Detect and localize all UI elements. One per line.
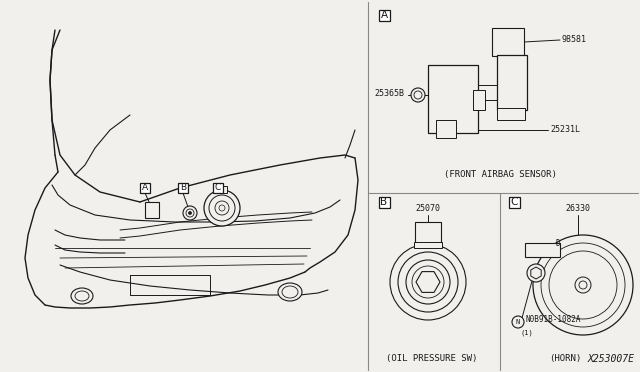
Text: (HORN): (HORN) — [549, 353, 581, 362]
Text: N: N — [516, 319, 520, 325]
Bar — [378, 10, 390, 20]
Polygon shape — [531, 267, 541, 279]
Circle shape — [204, 190, 240, 226]
Circle shape — [406, 260, 450, 304]
Circle shape — [186, 209, 194, 217]
Circle shape — [209, 195, 235, 221]
Text: B: B — [180, 183, 186, 192]
Bar — [378, 196, 390, 208]
Text: C: C — [215, 183, 221, 192]
Circle shape — [398, 252, 458, 312]
Bar — [473, 90, 485, 110]
Bar — [178, 183, 188, 193]
Circle shape — [541, 243, 625, 327]
Circle shape — [412, 266, 444, 298]
Circle shape — [549, 251, 617, 319]
Bar — [509, 196, 520, 208]
Text: B: B — [380, 197, 388, 207]
Circle shape — [512, 316, 524, 328]
Text: X253007E: X253007E — [588, 354, 635, 364]
Bar — [497, 108, 525, 120]
Bar — [213, 183, 223, 193]
Bar — [415, 222, 441, 244]
Bar — [219, 186, 227, 193]
Text: 25070: 25070 — [415, 204, 440, 213]
Text: 25365B: 25365B — [374, 89, 404, 97]
Circle shape — [575, 277, 591, 293]
Circle shape — [189, 212, 191, 215]
Text: (OIL PRESSURE SW): (OIL PRESSURE SW) — [387, 353, 477, 362]
Circle shape — [215, 201, 229, 215]
Circle shape — [579, 281, 587, 289]
Text: C: C — [510, 197, 518, 207]
Bar — [414, 242, 442, 248]
Circle shape — [533, 235, 633, 335]
Circle shape — [414, 91, 422, 99]
Text: A: A — [380, 10, 388, 20]
Text: A: A — [142, 183, 148, 192]
Text: 26330: 26330 — [566, 204, 591, 213]
Text: 98581: 98581 — [562, 35, 587, 45]
Text: 25231L: 25231L — [550, 125, 580, 135]
Circle shape — [411, 88, 425, 102]
Circle shape — [219, 205, 225, 211]
Ellipse shape — [71, 288, 93, 304]
Ellipse shape — [282, 286, 298, 298]
Bar — [436, 120, 456, 138]
Text: D: D — [555, 239, 559, 248]
Text: (1): (1) — [521, 329, 534, 336]
Ellipse shape — [278, 283, 302, 301]
Bar — [525, 243, 560, 257]
Bar — [428, 65, 478, 133]
Bar — [145, 202, 159, 218]
Circle shape — [390, 244, 466, 320]
Text: (FRONT AIRBAG SENSOR): (FRONT AIRBAG SENSOR) — [444, 170, 556, 180]
Circle shape — [527, 264, 545, 282]
Bar — [140, 183, 150, 193]
Bar — [497, 55, 527, 110]
Bar — [492, 28, 524, 56]
Polygon shape — [416, 272, 440, 292]
Circle shape — [183, 206, 197, 220]
Text: N0B91B-1082A: N0B91B-1082A — [526, 315, 582, 324]
Ellipse shape — [75, 291, 89, 301]
